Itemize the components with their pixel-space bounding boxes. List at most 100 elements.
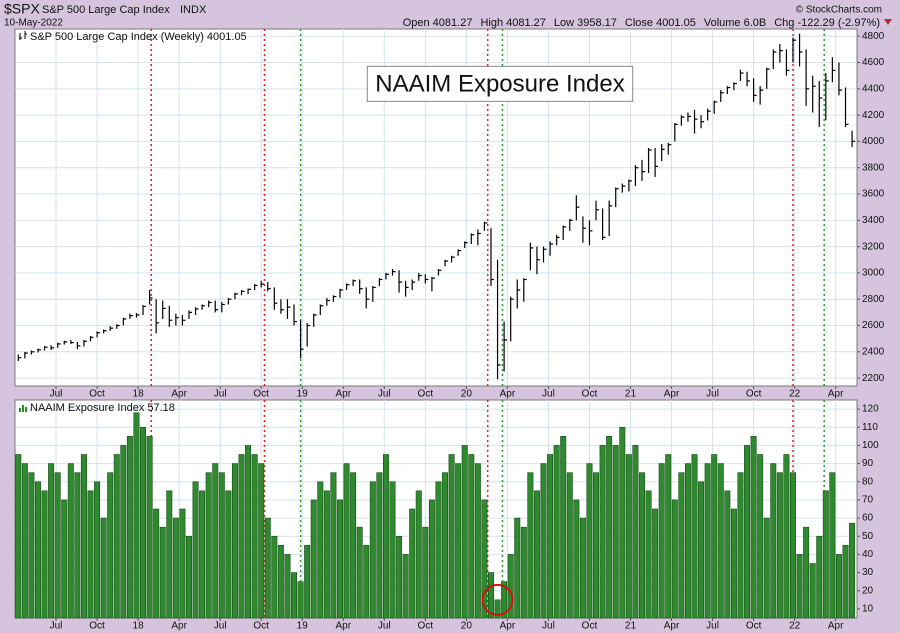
bar xyxy=(481,499,488,619)
y-tick-label: 100 xyxy=(862,440,879,451)
bar xyxy=(172,517,179,619)
highlight-circle xyxy=(481,583,514,616)
index-name: S&P 500 Large Cap Index xyxy=(42,4,170,16)
bar xyxy=(474,463,481,619)
bar xyxy=(540,463,547,619)
bar xyxy=(770,463,777,619)
x-tick-label: 22 xyxy=(789,389,801,400)
bar xyxy=(422,526,429,619)
x-tick-label: Oct xyxy=(418,389,434,400)
x-tick-label: Oct xyxy=(582,389,598,400)
bar xyxy=(763,517,770,619)
x-tick-label: Oct xyxy=(253,389,269,400)
bar xyxy=(41,490,48,619)
bar xyxy=(455,463,462,619)
quote-item: High 4081.27 xyxy=(480,17,545,29)
bar xyxy=(711,454,718,619)
bar xyxy=(67,463,74,619)
x-tick-label: Apr xyxy=(171,621,187,632)
bar xyxy=(382,454,389,619)
x-tick-label: Apr xyxy=(664,389,680,400)
bar xyxy=(579,517,586,619)
bar xyxy=(205,472,212,619)
bar xyxy=(461,445,468,619)
bar xyxy=(822,490,829,619)
legend-icon xyxy=(25,407,27,412)
bar xyxy=(514,517,521,619)
y-tick-label: 80 xyxy=(862,476,874,487)
y-tick-label: 2400 xyxy=(862,346,885,357)
x-tick-label: Jul xyxy=(542,389,555,400)
y-tick-label: 2600 xyxy=(862,320,885,331)
bar xyxy=(74,472,81,619)
bar xyxy=(133,412,140,619)
bar xyxy=(218,472,225,619)
y-tick-label: 2200 xyxy=(862,373,885,384)
y-tick-label: 60 xyxy=(862,513,874,524)
bar xyxy=(271,535,278,619)
x-tick-label: 18 xyxy=(133,621,145,632)
bar xyxy=(586,463,593,619)
bar xyxy=(166,490,173,619)
x-tick-label: Jul xyxy=(706,621,719,632)
bar xyxy=(28,472,35,619)
bar xyxy=(48,463,55,619)
x-tick-label: Jul xyxy=(50,621,63,632)
bar xyxy=(796,554,803,619)
bar xyxy=(547,454,554,619)
x-tick-label: Jul xyxy=(378,621,391,632)
bar xyxy=(146,436,153,619)
bar xyxy=(487,572,494,619)
title-box xyxy=(366,65,634,102)
x-tick-label: 20 xyxy=(461,621,473,632)
quote-item: Open 4081.27 xyxy=(403,17,473,29)
bar xyxy=(363,545,370,619)
bar xyxy=(107,472,114,619)
y-tick-label: 50 xyxy=(862,531,874,542)
x-tick-label: Oct xyxy=(746,389,762,400)
bar xyxy=(606,436,613,619)
y-tick-label: 3200 xyxy=(862,241,885,252)
bar xyxy=(744,445,751,619)
x-tick-label: 19 xyxy=(297,389,309,400)
bar xyxy=(140,426,147,619)
y-tick-label: 110 xyxy=(862,422,878,433)
bar xyxy=(724,490,731,619)
bar xyxy=(21,463,28,619)
y-tick-label: 4200 xyxy=(862,110,885,121)
bar xyxy=(698,481,705,619)
bar xyxy=(284,554,291,619)
x-tick-label: Oct xyxy=(418,621,434,632)
bar xyxy=(258,463,265,619)
quote-item: Chg -122.29 (-2.97%) xyxy=(774,17,880,29)
bar xyxy=(277,545,284,619)
bar xyxy=(573,499,580,619)
bar xyxy=(638,472,645,619)
bar xyxy=(297,581,304,619)
bar xyxy=(428,499,435,619)
bar xyxy=(501,581,508,619)
quote-item: Volume 6.0B xyxy=(704,17,766,29)
bar xyxy=(658,463,665,619)
bar xyxy=(593,472,600,619)
x-tick-label: Oct xyxy=(582,621,598,632)
y-tick-label: 70 xyxy=(862,495,874,506)
bar xyxy=(199,490,206,619)
bar xyxy=(61,499,68,619)
bar xyxy=(192,481,199,619)
bar xyxy=(625,454,632,619)
x-tick-label: Oct xyxy=(89,389,105,400)
y-tick-label: 3000 xyxy=(862,268,885,279)
bar xyxy=(113,454,120,619)
bar xyxy=(520,526,527,619)
bar xyxy=(251,454,258,619)
x-tick-label: 22 xyxy=(789,621,801,632)
bar xyxy=(842,545,849,619)
bar xyxy=(34,481,41,619)
bar xyxy=(494,599,501,619)
x-tick-label: Jul xyxy=(378,389,391,400)
bar xyxy=(126,436,133,619)
bar xyxy=(304,545,311,619)
bar xyxy=(671,499,678,619)
bar xyxy=(153,508,160,619)
